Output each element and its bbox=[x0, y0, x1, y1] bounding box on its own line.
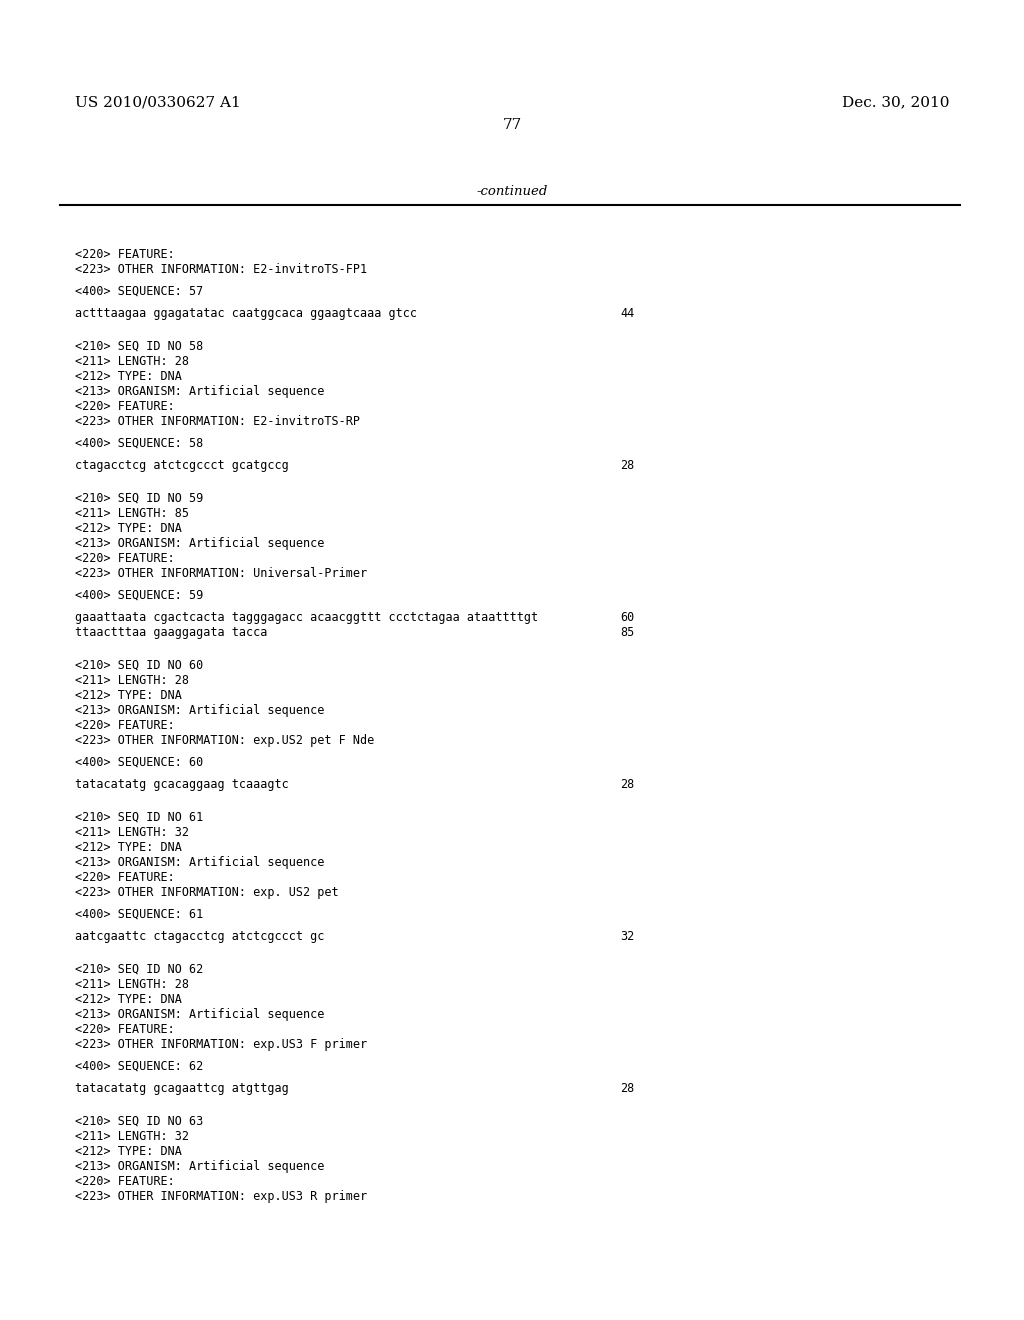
Text: 44: 44 bbox=[620, 308, 634, 319]
Text: <220> FEATURE:: <220> FEATURE: bbox=[75, 552, 175, 565]
Text: <220> FEATURE:: <220> FEATURE: bbox=[75, 400, 175, 413]
Text: actttaagaa ggagatatac caatggcaca ggaagtcaaa gtcc: actttaagaa ggagatatac caatggcaca ggaagtc… bbox=[75, 308, 417, 319]
Text: <213> ORGANISM: Artificial sequence: <213> ORGANISM: Artificial sequence bbox=[75, 855, 325, 869]
Text: <210> SEQ ID NO 59: <210> SEQ ID NO 59 bbox=[75, 492, 203, 506]
Text: 85: 85 bbox=[620, 626, 634, 639]
Text: <213> ORGANISM: Artificial sequence: <213> ORGANISM: Artificial sequence bbox=[75, 1160, 325, 1173]
Text: <210> SEQ ID NO 61: <210> SEQ ID NO 61 bbox=[75, 810, 203, 824]
Text: <223> OTHER INFORMATION: exp. US2 pet: <223> OTHER INFORMATION: exp. US2 pet bbox=[75, 886, 339, 899]
Text: <400> SEQUENCE: 58: <400> SEQUENCE: 58 bbox=[75, 437, 203, 450]
Text: <223> OTHER INFORMATION: E2-invitroTS-FP1: <223> OTHER INFORMATION: E2-invitroTS-FP… bbox=[75, 263, 368, 276]
Text: 32: 32 bbox=[620, 931, 634, 942]
Text: ctagacctcg atctcgccct gcatgccg: ctagacctcg atctcgccct gcatgccg bbox=[75, 459, 289, 473]
Text: <212> TYPE: DNA: <212> TYPE: DNA bbox=[75, 1144, 182, 1158]
Text: tatacatatg gcacaggaag tcaaagtc: tatacatatg gcacaggaag tcaaagtc bbox=[75, 777, 289, 791]
Text: <210> SEQ ID NO 63: <210> SEQ ID NO 63 bbox=[75, 1115, 203, 1129]
Text: <212> TYPE: DNA: <212> TYPE: DNA bbox=[75, 521, 182, 535]
Text: Dec. 30, 2010: Dec. 30, 2010 bbox=[843, 95, 950, 110]
Text: <211> LENGTH: 32: <211> LENGTH: 32 bbox=[75, 826, 189, 840]
Text: <212> TYPE: DNA: <212> TYPE: DNA bbox=[75, 993, 182, 1006]
Text: <210> SEQ ID NO 62: <210> SEQ ID NO 62 bbox=[75, 964, 203, 975]
Text: <211> LENGTH: 28: <211> LENGTH: 28 bbox=[75, 978, 189, 991]
Text: <213> ORGANISM: Artificial sequence: <213> ORGANISM: Artificial sequence bbox=[75, 704, 325, 717]
Text: <223> OTHER INFORMATION: exp.US3 R primer: <223> OTHER INFORMATION: exp.US3 R prime… bbox=[75, 1191, 368, 1203]
Text: ttaactttaa gaaggagata tacca: ttaactttaa gaaggagata tacca bbox=[75, 626, 267, 639]
Text: -continued: -continued bbox=[476, 185, 548, 198]
Text: aatcgaattc ctagacctcg atctcgccct gc: aatcgaattc ctagacctcg atctcgccct gc bbox=[75, 931, 325, 942]
Text: <212> TYPE: DNA: <212> TYPE: DNA bbox=[75, 370, 182, 383]
Text: 28: 28 bbox=[620, 459, 634, 473]
Text: <211> LENGTH: 85: <211> LENGTH: 85 bbox=[75, 507, 189, 520]
Text: US 2010/0330627 A1: US 2010/0330627 A1 bbox=[75, 95, 241, 110]
Text: <220> FEATURE:: <220> FEATURE: bbox=[75, 248, 175, 261]
Text: gaaattaata cgactcacta tagggagacc acaacggttt ccctctagaa ataattttgt: gaaattaata cgactcacta tagggagacc acaacgg… bbox=[75, 611, 539, 624]
Text: <220> FEATURE:: <220> FEATURE: bbox=[75, 1175, 175, 1188]
Text: <211> LENGTH: 32: <211> LENGTH: 32 bbox=[75, 1130, 189, 1143]
Text: 60: 60 bbox=[620, 611, 634, 624]
Text: 77: 77 bbox=[503, 117, 521, 132]
Text: <212> TYPE: DNA: <212> TYPE: DNA bbox=[75, 689, 182, 702]
Text: <400> SEQUENCE: 60: <400> SEQUENCE: 60 bbox=[75, 756, 203, 770]
Text: <400> SEQUENCE: 61: <400> SEQUENCE: 61 bbox=[75, 908, 203, 921]
Text: <223> OTHER INFORMATION: E2-invitroTS-RP: <223> OTHER INFORMATION: E2-invitroTS-RP bbox=[75, 414, 360, 428]
Text: <220> FEATURE:: <220> FEATURE: bbox=[75, 1023, 175, 1036]
Text: <220> FEATURE:: <220> FEATURE: bbox=[75, 871, 175, 884]
Text: <223> OTHER INFORMATION: exp.US3 F primer: <223> OTHER INFORMATION: exp.US3 F prime… bbox=[75, 1038, 368, 1051]
Text: <400> SEQUENCE: 59: <400> SEQUENCE: 59 bbox=[75, 589, 203, 602]
Text: 28: 28 bbox=[620, 777, 634, 791]
Text: <211> LENGTH: 28: <211> LENGTH: 28 bbox=[75, 675, 189, 686]
Text: <223> OTHER INFORMATION: exp.US2 pet F Nde: <223> OTHER INFORMATION: exp.US2 pet F N… bbox=[75, 734, 374, 747]
Text: <223> OTHER INFORMATION: Universal-Primer: <223> OTHER INFORMATION: Universal-Prime… bbox=[75, 568, 368, 579]
Text: <210> SEQ ID NO 60: <210> SEQ ID NO 60 bbox=[75, 659, 203, 672]
Text: 28: 28 bbox=[620, 1082, 634, 1096]
Text: <220> FEATURE:: <220> FEATURE: bbox=[75, 719, 175, 733]
Text: tatacatatg gcagaattcg atgttgag: tatacatatg gcagaattcg atgttgag bbox=[75, 1082, 289, 1096]
Text: <213> ORGANISM: Artificial sequence: <213> ORGANISM: Artificial sequence bbox=[75, 537, 325, 550]
Text: <210> SEQ ID NO 58: <210> SEQ ID NO 58 bbox=[75, 341, 203, 352]
Text: <400> SEQUENCE: 62: <400> SEQUENCE: 62 bbox=[75, 1060, 203, 1073]
Text: <400> SEQUENCE: 57: <400> SEQUENCE: 57 bbox=[75, 285, 203, 298]
Text: <212> TYPE: DNA: <212> TYPE: DNA bbox=[75, 841, 182, 854]
Text: <213> ORGANISM: Artificial sequence: <213> ORGANISM: Artificial sequence bbox=[75, 385, 325, 399]
Text: <213> ORGANISM: Artificial sequence: <213> ORGANISM: Artificial sequence bbox=[75, 1008, 325, 1020]
Text: <211> LENGTH: 28: <211> LENGTH: 28 bbox=[75, 355, 189, 368]
